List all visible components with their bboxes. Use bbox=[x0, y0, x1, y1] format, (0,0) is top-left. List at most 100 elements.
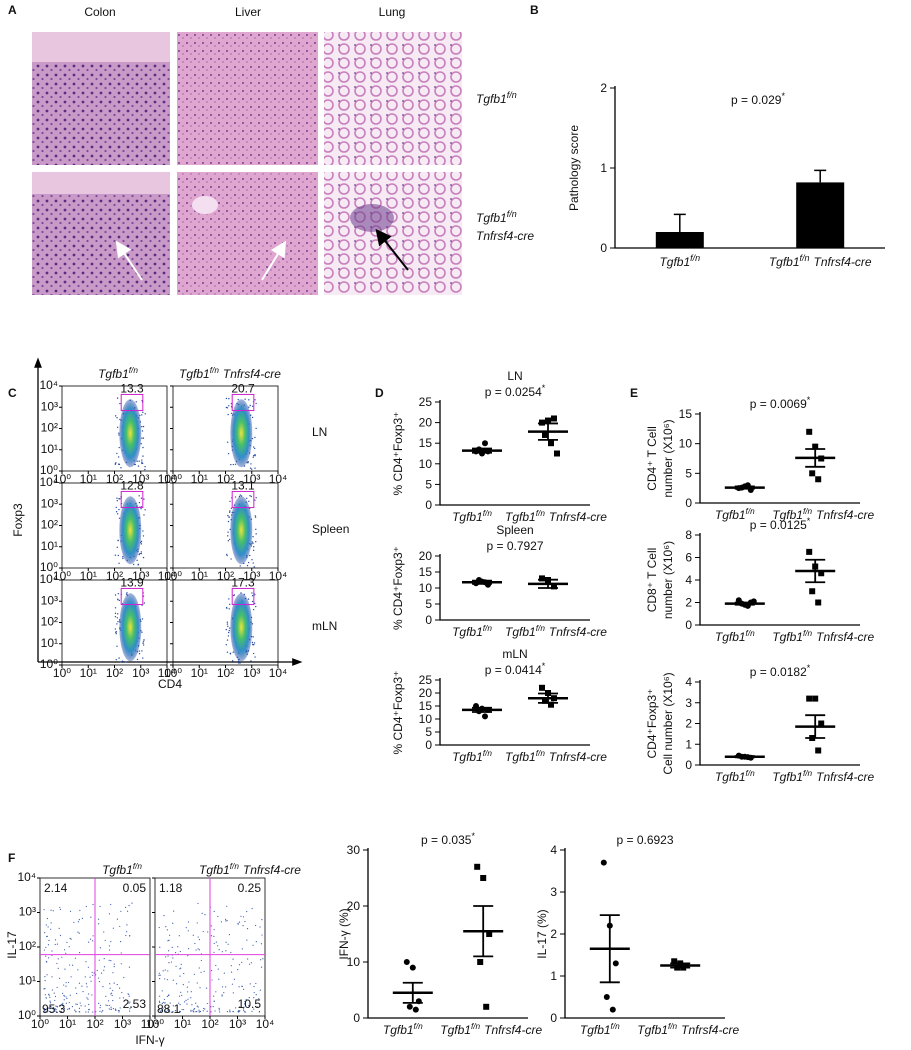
event-dot bbox=[234, 463, 237, 466]
y-tick-label: 10² bbox=[19, 939, 36, 953]
event-dot bbox=[74, 1009, 76, 1011]
event-dot bbox=[253, 1008, 255, 1010]
event-dot bbox=[187, 930, 189, 932]
data-point bbox=[809, 588, 816, 595]
event-dot bbox=[55, 1011, 58, 1013]
event-dot bbox=[74, 957, 77, 959]
arrow bbox=[115, 240, 143, 281]
event-dot bbox=[86, 997, 88, 999]
event-dot bbox=[58, 927, 60, 929]
event-dot bbox=[164, 1002, 166, 1004]
y-tick-label: 10² bbox=[41, 421, 58, 435]
genotype-label: Tgfb1f/n bbox=[715, 507, 755, 522]
event-dot bbox=[246, 928, 249, 930]
event-dot bbox=[144, 468, 146, 471]
event-dot bbox=[45, 960, 47, 963]
event-dot bbox=[217, 968, 219, 970]
event-dot bbox=[252, 549, 255, 552]
event-dot bbox=[129, 1008, 131, 1010]
data-point bbox=[603, 994, 610, 1000]
error-bar bbox=[814, 169, 827, 183]
event-dot bbox=[230, 965, 232, 967]
event-dot bbox=[81, 917, 83, 919]
event-dot bbox=[167, 1007, 169, 1009]
x-tick-label: 10³ bbox=[132, 666, 149, 680]
event-dot bbox=[173, 910, 175, 912]
event-dot bbox=[187, 948, 190, 950]
event-dot bbox=[221, 986, 224, 988]
event-dot bbox=[98, 977, 100, 979]
event-dot bbox=[230, 463, 232, 466]
data-point bbox=[403, 959, 410, 965]
event-dot bbox=[255, 540, 257, 543]
event-dot bbox=[246, 939, 248, 941]
event-dot bbox=[141, 414, 143, 416]
event-dot bbox=[225, 986, 227, 988]
genotype-label: Tgfb1f/n Tnfrsf4-cre bbox=[772, 769, 874, 784]
event-dot bbox=[124, 906, 127, 909]
event-dot bbox=[116, 497, 118, 499]
p-value-text: p = 0.0254 bbox=[485, 385, 542, 399]
event-dot bbox=[133, 563, 135, 566]
event-dot bbox=[229, 652, 232, 655]
event-dot bbox=[118, 1010, 120, 1012]
data-point bbox=[818, 720, 825, 727]
event-dot bbox=[46, 935, 48, 937]
data-point bbox=[809, 470, 816, 477]
event-dot bbox=[122, 997, 125, 999]
axis-line bbox=[439, 400, 590, 506]
x-tick-label: 10¹ bbox=[174, 1017, 191, 1031]
event-dot bbox=[44, 994, 46, 996]
event-dot bbox=[44, 1010, 46, 1012]
event-dot bbox=[180, 967, 182, 969]
event-dot bbox=[85, 983, 88, 985]
y-tick-label: 10¹ bbox=[41, 636, 58, 650]
genotype-suffix: Tnfrsf4-cre bbox=[549, 510, 607, 524]
event-dot bbox=[79, 1002, 81, 1004]
event-dot bbox=[128, 995, 130, 997]
histology-image bbox=[32, 32, 170, 62]
event-dot bbox=[125, 661, 127, 663]
event-dot bbox=[65, 996, 67, 998]
event-dot bbox=[78, 982, 81, 984]
bar bbox=[655, 232, 704, 248]
panel-label: B bbox=[530, 3, 539, 17]
event-dot bbox=[221, 995, 223, 997]
event-dot bbox=[115, 510, 118, 513]
column-label: Colon bbox=[84, 5, 115, 19]
genotype-label: Tgfb1f/n Tnfrsf4-cre bbox=[476, 209, 534, 243]
event-dot bbox=[62, 1002, 64, 1004]
genotype-label: Tgfb1f/n bbox=[452, 624, 492, 639]
event-dot bbox=[244, 1011, 246, 1013]
event-dot bbox=[159, 1001, 161, 1004]
data-point bbox=[474, 863, 481, 870]
x-tick-label: 10⁰ bbox=[164, 472, 182, 486]
x-tick-label: 10¹ bbox=[191, 666, 208, 680]
event-dot bbox=[178, 1002, 180, 1004]
event-dot bbox=[250, 962, 252, 964]
event-dot bbox=[67, 981, 70, 984]
event-dot bbox=[228, 627, 231, 629]
event-dot bbox=[254, 453, 256, 456]
quadrant-value: 0.25 bbox=[238, 881, 262, 895]
genotype-suffix: Tnfrsf4-cre bbox=[816, 508, 874, 522]
event-dot bbox=[140, 507, 142, 510]
event-dot bbox=[117, 554, 119, 557]
event-dot bbox=[228, 631, 230, 634]
genotype-sup: f/n bbox=[133, 862, 143, 871]
histology-image bbox=[192, 196, 218, 214]
x-tick-label: 10⁰ bbox=[164, 666, 182, 680]
event-dot bbox=[243, 1009, 245, 1011]
event-dot bbox=[142, 657, 144, 659]
event-dot bbox=[124, 999, 127, 1001]
event-dot bbox=[235, 1007, 237, 1009]
event-dot bbox=[226, 621, 229, 623]
event-dot bbox=[45, 955, 47, 957]
event-dot bbox=[225, 406, 228, 409]
genotype-sup: f/n bbox=[129, 366, 139, 375]
sem-bar bbox=[538, 692, 558, 704]
event-dot bbox=[226, 554, 228, 557]
event-dot bbox=[239, 565, 241, 567]
event-dot bbox=[169, 934, 171, 936]
genotype-label: Tgfb1f/n bbox=[383, 1022, 423, 1037]
